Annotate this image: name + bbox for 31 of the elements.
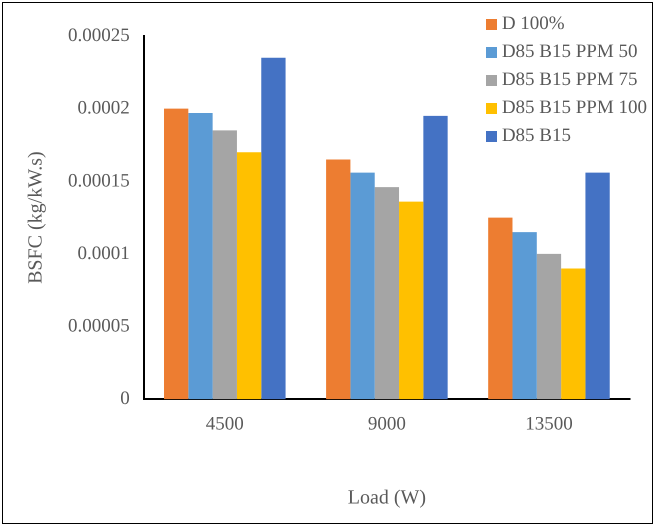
bar bbox=[261, 58, 286, 400]
legend-label: D85 B15 PPM 100 bbox=[502, 97, 647, 119]
bar bbox=[536, 254, 562, 400]
bar bbox=[188, 113, 213, 400]
bar bbox=[374, 187, 400, 400]
y-tick-label: 0 bbox=[120, 388, 130, 410]
bar bbox=[423, 116, 448, 400]
x-axis-title: Load (W) bbox=[348, 486, 426, 508]
y-tick-label: 0.0002 bbox=[78, 98, 130, 119]
bar bbox=[326, 159, 350, 400]
y-axis-title: BSFC (kg/kW.s) bbox=[24, 151, 46, 284]
bar bbox=[585, 172, 610, 400]
bar bbox=[488, 218, 512, 400]
bar bbox=[399, 202, 424, 400]
legend-label: D85 B15 PPM 50 bbox=[502, 41, 638, 63]
y-tick-label: 0.00015 bbox=[68, 170, 130, 192]
bar bbox=[512, 232, 537, 400]
bar bbox=[236, 152, 262, 400]
y-tick-label: 0.0001 bbox=[78, 242, 130, 264]
x-tick-label: 13500 bbox=[525, 414, 573, 435]
bar bbox=[561, 268, 586, 400]
bar bbox=[212, 130, 237, 400]
legend-label: D85 B15 PPM 75 bbox=[502, 69, 638, 91]
x-tick-label: 9000 bbox=[368, 414, 406, 435]
x-tick-label: 4500 bbox=[206, 414, 244, 435]
legend-label: D85 B15 bbox=[502, 125, 571, 147]
y-tick-label: 0.00025 bbox=[68, 24, 130, 46]
y-tick-label: 0.00005 bbox=[68, 316, 130, 337]
bar bbox=[350, 172, 375, 400]
legend-label: D 100% bbox=[502, 13, 565, 35]
bar bbox=[164, 108, 188, 400]
